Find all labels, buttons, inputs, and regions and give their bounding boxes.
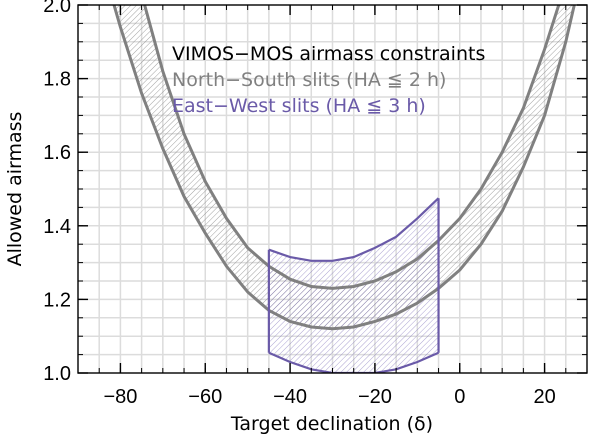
- legend-north-south: North−South slits (HA ≦ 2 h): [172, 69, 446, 91]
- y-tick-label: 1.8: [43, 69, 71, 91]
- east-west-lower-line: [268, 351, 439, 373]
- legend-east-west: East−West slits (HA ≦ 3 h): [172, 95, 426, 117]
- north-south-lower-line: [112, 5, 576, 331]
- axis-ticks: [77, 4, 588, 374]
- y-tick-label: 2.0: [43, 0, 71, 17]
- north-south-band-fill: [114, 5, 575, 329]
- y-axis-label: Allowed airmass: [4, 112, 26, 267]
- y-tick-label: 1.0: [43, 363, 71, 385]
- x-tick-label: −40: [273, 386, 307, 408]
- north-south-upper-line: [143, 5, 561, 290]
- legend-title: VIMOS−MOS airmass constraints: [172, 43, 485, 65]
- legend: VIMOS−MOS airmass constraints North−Sout…: [172, 43, 485, 117]
- y-tick-label: 1.4: [43, 216, 71, 238]
- y-tick-label: 1.6: [43, 142, 71, 164]
- axis-tick-labels: −80 −60 −40 −20 0 20 1.0 1.2 1.4 1.6 1.8 2.0: [43, 0, 556, 408]
- x-tick-label: −60: [188, 386, 222, 408]
- x-tick-label: 0: [454, 386, 465, 408]
- x-axis-label: Target declination (δ): [230, 413, 433, 435]
- y-tick-label: 1.2: [43, 289, 71, 311]
- series-lines: [112, 5, 576, 373]
- x-tick-label: −20: [358, 386, 392, 408]
- x-tick-label: −80: [103, 386, 137, 408]
- x-tick-label: 20: [533, 386, 555, 408]
- east-west-upper-line: [268, 197, 440, 262]
